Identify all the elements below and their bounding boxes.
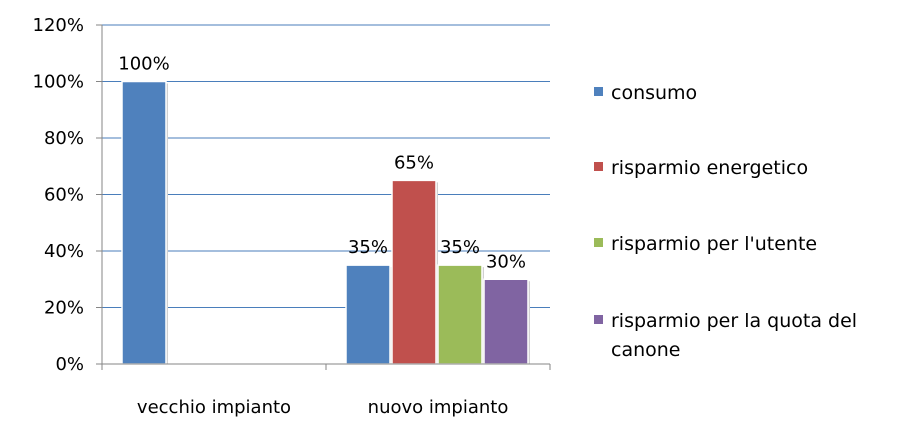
x-category-label: nuovo impianto bbox=[368, 397, 509, 418]
y-tick-label: 120% bbox=[33, 15, 84, 36]
data-label: 100% bbox=[118, 54, 169, 75]
legend-swatch bbox=[594, 162, 603, 171]
data-label: 65% bbox=[394, 152, 434, 173]
y-tick-label: 20% bbox=[44, 298, 84, 319]
legend-swatch bbox=[594, 87, 603, 96]
bar bbox=[483, 278, 529, 365]
legend-swatch bbox=[594, 315, 603, 324]
bar bbox=[121, 80, 167, 365]
y-tick-label: 100% bbox=[33, 72, 84, 93]
y-tick-label: 40% bbox=[44, 241, 84, 262]
legend-label: risparmio energetico bbox=[611, 157, 808, 179]
y-tick-label: 80% bbox=[44, 128, 84, 149]
y-tick-label: 0% bbox=[55, 354, 84, 375]
x-category-label: vecchio impianto bbox=[137, 397, 291, 418]
data-label: 35% bbox=[440, 237, 480, 258]
legend: consumo risparmio energetico risparmio per… bbox=[594, 82, 857, 361]
data-labels: 100% 35% 65% 35% 30% bbox=[118, 54, 526, 273]
bar bbox=[391, 179, 437, 365]
y-tick-label: 60% bbox=[44, 185, 84, 206]
legend-swatch bbox=[594, 238, 603, 247]
legend-label: risparmio per l'utente bbox=[611, 233, 817, 255]
y-axis-tick-labels: 0% 20% 40% 60% 80% 100% 120% bbox=[33, 15, 102, 375]
legend-label: consumo bbox=[611, 82, 697, 104]
bar bbox=[345, 264, 391, 365]
legend-label: risparmio per la quota del canone bbox=[611, 310, 857, 361]
bar bbox=[437, 264, 483, 365]
bars bbox=[121, 80, 530, 365]
x-axis: vecchio impianto nuovo impianto bbox=[101, 25, 551, 418]
data-label: 35% bbox=[348, 237, 388, 258]
data-label: 30% bbox=[486, 251, 526, 272]
